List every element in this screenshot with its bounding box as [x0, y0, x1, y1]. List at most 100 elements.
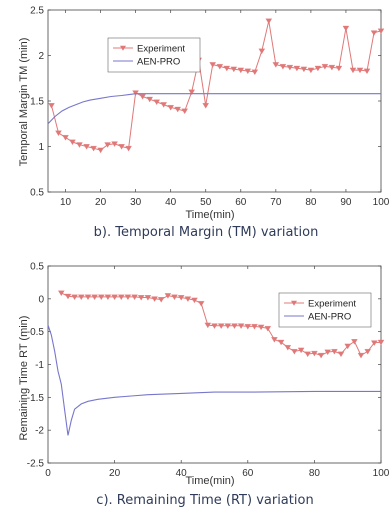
x-tick-label: 80 [305, 197, 317, 208]
data-point-experiment [98, 294, 105, 300]
x-axis-label: Time(min) [185, 209, 234, 221]
data-point-experiment [181, 108, 188, 115]
x-tick-label: 60 [235, 197, 247, 208]
data-point-experiment [197, 301, 205, 307]
chart-remaining-time: Remaining Time RT (min) Time(min) c). Re… [18, 262, 390, 509]
data-point-experiment [111, 141, 118, 147]
data-point-experiment [104, 294, 112, 300]
x-tick-label: 50 [200, 197, 212, 208]
data-point-experiment [83, 144, 90, 150]
y-tick-label: -2.5 [27, 459, 45, 470]
data-point-experiment [90, 145, 97, 152]
data-point-experiment [317, 352, 325, 359]
data-point-experiment [125, 145, 132, 152]
data-point-experiment [71, 294, 78, 300]
data-point-experiment [279, 64, 287, 70]
data-point-experiment [211, 323, 218, 329]
y-axis-label: Temporal Margin TM (min) [18, 38, 30, 167]
data-point-experiment [124, 294, 132, 300]
data-point-experiment [118, 144, 125, 150]
data-point-experiment [251, 69, 259, 75]
chart-caption: c). Remaining Time (RT) variation [96, 493, 313, 508]
data-point-experiment [337, 351, 345, 358]
data-point-experiment [251, 324, 258, 330]
data-point-experiment [277, 339, 285, 346]
y-tick-label: 1.5 [30, 97, 44, 108]
legend-marker-experiment [120, 45, 126, 51]
data-point-experiment [137, 295, 145, 301]
data-point-experiment [55, 130, 62, 136]
data-point-experiment [104, 142, 111, 148]
chart-temporal-margin: Temporal Margin TM (min) Time(min) b). T… [18, 6, 390, 241]
y-tick-label: -1 [35, 360, 44, 371]
data-point-experiment [300, 66, 308, 73]
x-tick-label: 0 [45, 468, 51, 479]
data-point-experiment [371, 340, 378, 346]
data-point-experiment [118, 294, 125, 300]
data-point-experiment [342, 25, 350, 32]
data-point-experiment [364, 349, 371, 355]
x-tick-label: 60 [242, 468, 254, 479]
data-point-experiment [237, 323, 245, 329]
data-point-experiment [111, 294, 118, 300]
y-tick-label: -2 [35, 426, 44, 437]
x-tick-label: 80 [309, 468, 321, 479]
data-point-experiment [370, 30, 378, 36]
data-point-experiment [139, 94, 146, 100]
data-point-experiment [64, 293, 72, 300]
legend-label: Experiment [308, 298, 356, 309]
data-point-experiment [209, 62, 216, 68]
data-point-experiment [144, 295, 152, 301]
data-point-experiment [188, 89, 195, 95]
series-line-aen-pro [47, 324, 381, 436]
data-point-experiment [223, 65, 231, 72]
data-point-experiment [356, 67, 364, 74]
data-point-experiment [331, 349, 338, 355]
series-line-aen-pro [47, 93, 381, 125]
legend-marker-experiment [291, 300, 297, 306]
data-point-experiment [157, 297, 165, 303]
y-tick-label: 1 [38, 142, 44, 153]
data-point-experiment [97, 147, 104, 154]
plot-frame [47, 9, 382, 193]
chart-caption: b). Temporal Margin (TM) variation [94, 225, 319, 240]
x-axis-label: Time(min) [185, 475, 234, 487]
data-point-experiment [78, 294, 85, 300]
data-point-experiment [167, 105, 174, 111]
data-point-experiment [191, 297, 198, 304]
data-point-experiment [146, 96, 153, 103]
data-point-experiment [284, 345, 292, 351]
data-point-experiment [265, 18, 273, 24]
data-point-experiment [160, 102, 167, 108]
data-point-experiment [264, 326, 272, 332]
data-point-experiment [377, 28, 385, 34]
data-point-experiment [291, 349, 298, 355]
data-point-experiment [48, 103, 55, 109]
legend-box [278, 292, 372, 328]
data-point-experiment [217, 323, 225, 329]
data-point-experiment [231, 323, 238, 329]
y-tick-label: -0.5 [27, 327, 45, 338]
data-point-experiment [224, 323, 232, 329]
legend-label: AEN-PRO [137, 56, 180, 67]
data-point-experiment [76, 142, 83, 148]
legend-box [107, 37, 201, 73]
x-tick-label: 100 [373, 468, 390, 479]
data-point-experiment [202, 103, 209, 109]
data-point-experiment [335, 65, 343, 72]
y-axis-label: Remaining Time RT (min) [18, 316, 30, 441]
x-tick-label: 90 [340, 197, 352, 208]
data-point-experiment [351, 339, 358, 345]
x-tick-label: 100 [373, 197, 390, 208]
data-point-experiment [272, 62, 280, 68]
y-tick-label: 2.5 [30, 6, 44, 17]
data-point-experiment [357, 352, 365, 359]
series-line-experiment [51, 20, 382, 151]
data-point-experiment [244, 68, 252, 75]
data-point-experiment [377, 339, 385, 346]
y-tick-label: -1.5 [27, 393, 45, 404]
data-point-experiment [153, 99, 160, 105]
data-point-experiment [349, 67, 357, 74]
data-point-experiment [84, 294, 92, 300]
